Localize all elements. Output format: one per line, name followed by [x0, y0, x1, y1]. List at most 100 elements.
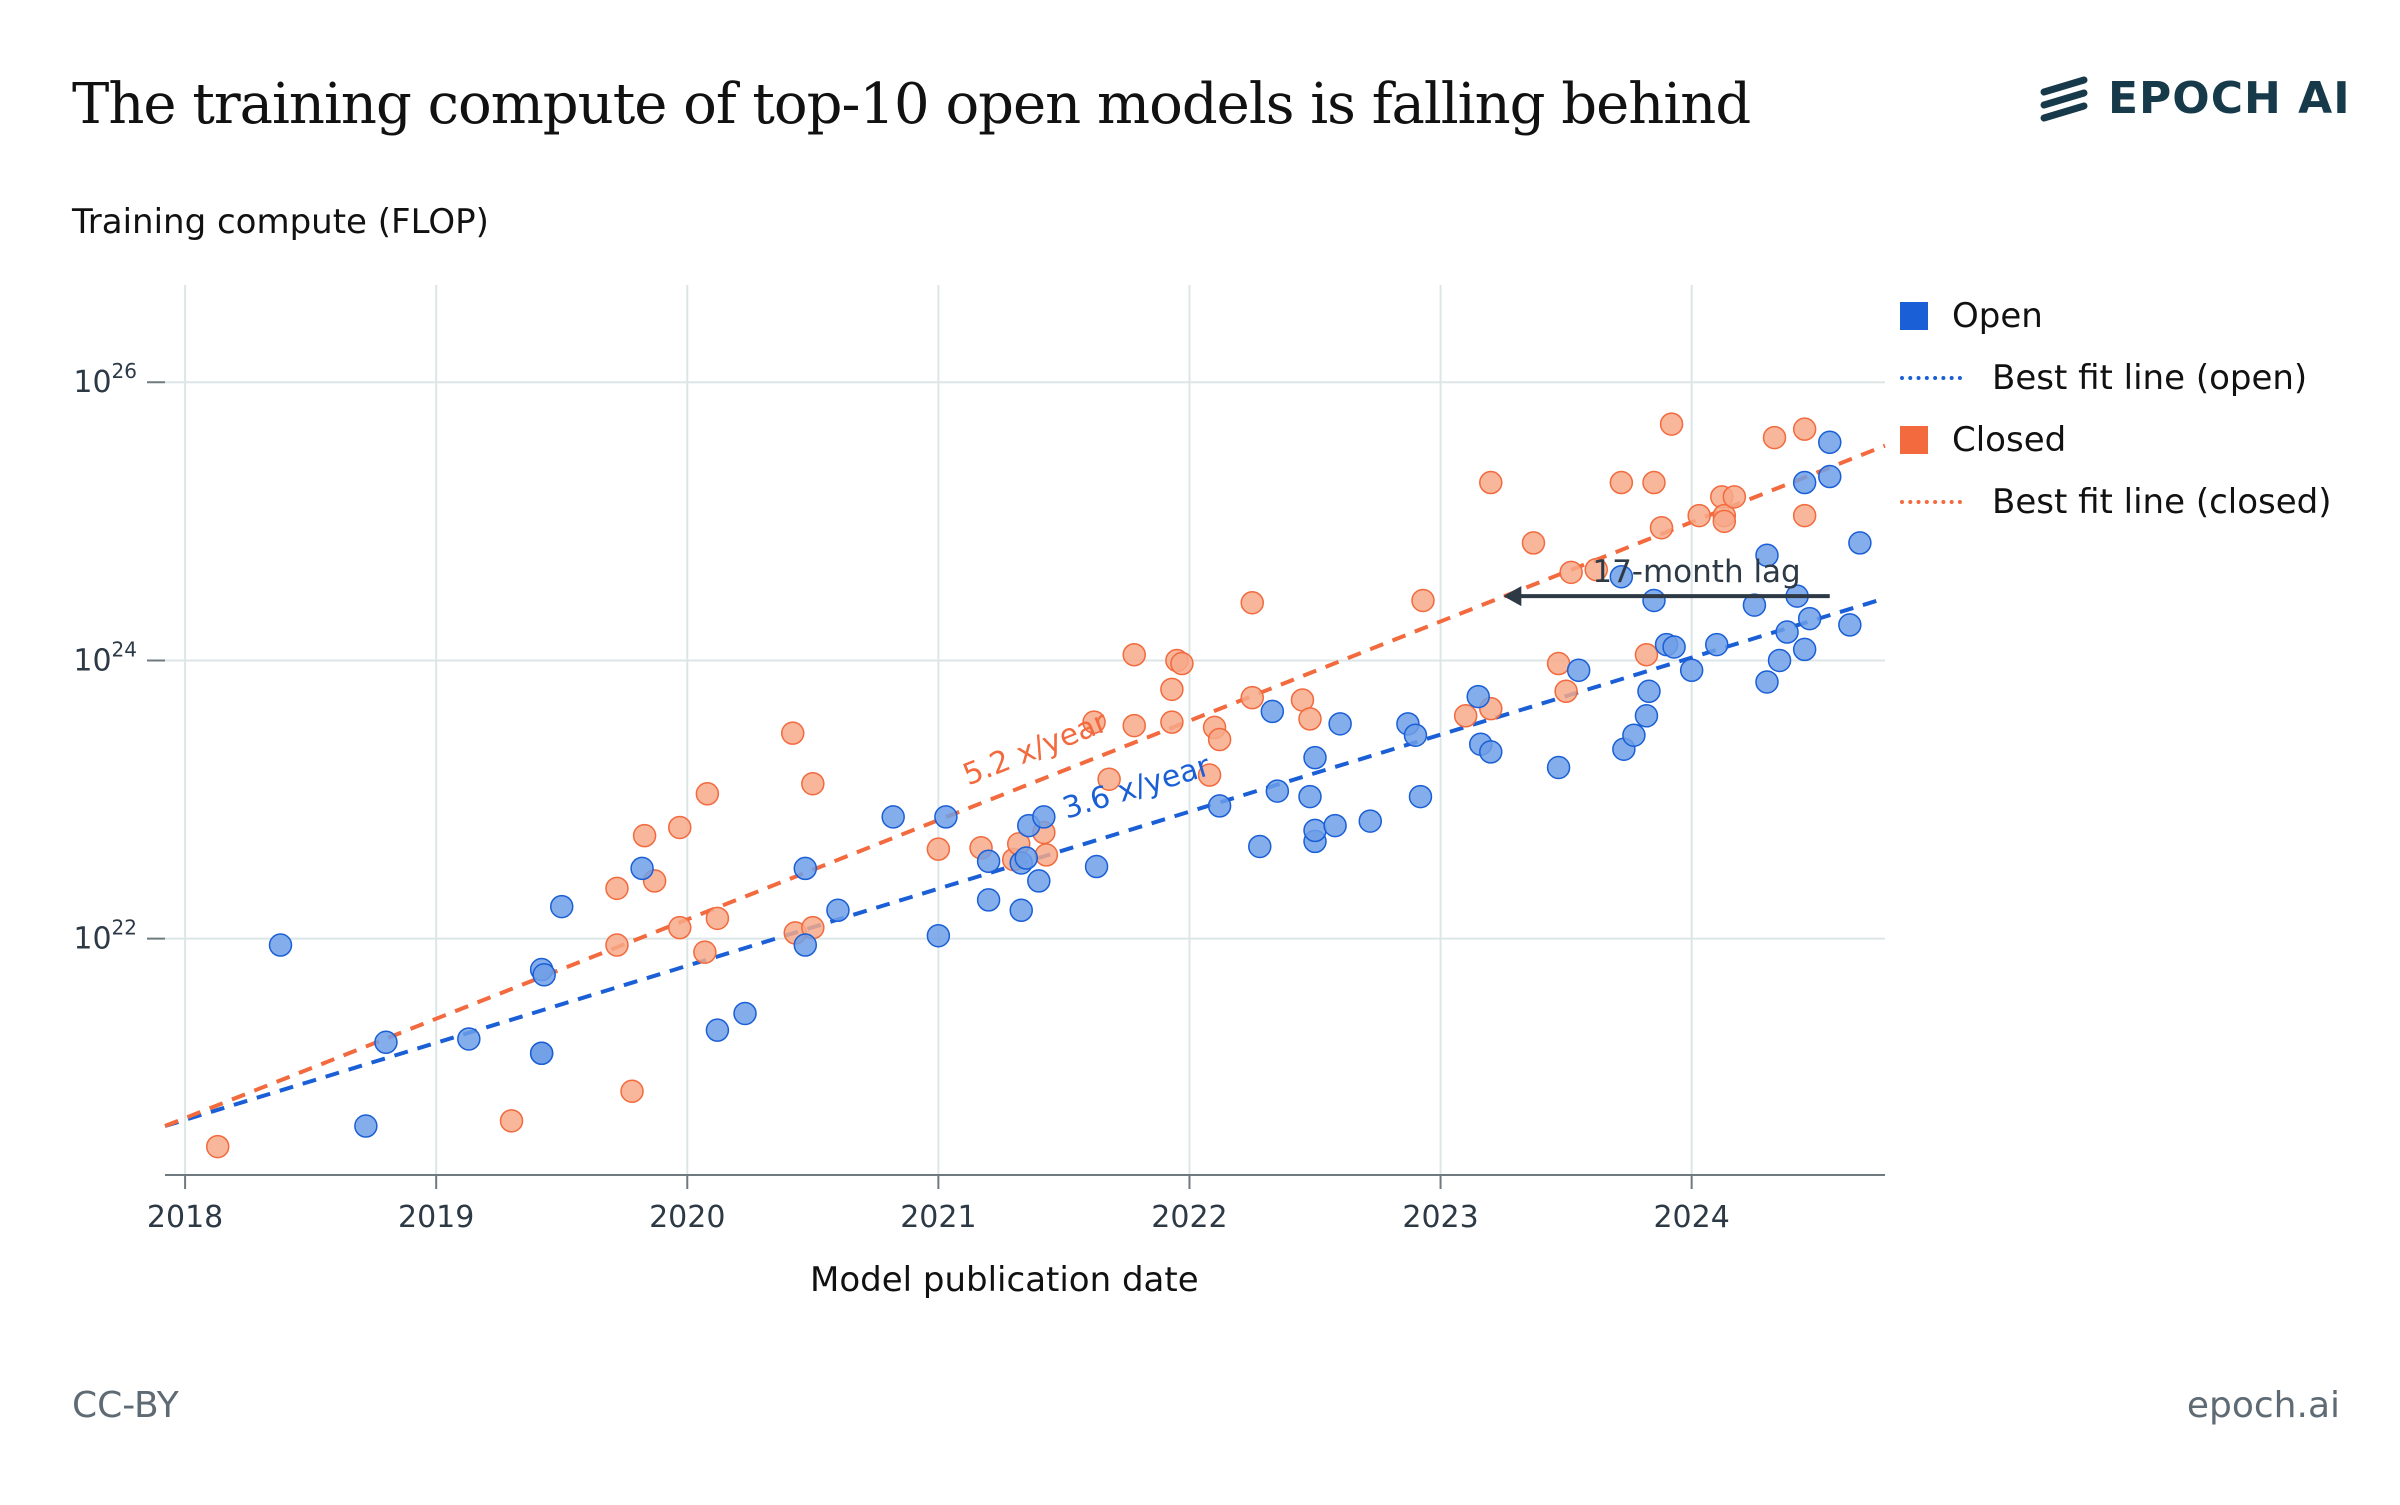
data-point-open [1323, 813, 1347, 838]
data-point-open [1546, 755, 1571, 780]
data-point-closed [1642, 470, 1666, 495]
site-url: epoch.ai [2186, 1385, 2340, 1426]
legend-swatch-closed [1900, 426, 1928, 454]
data-point-open [1403, 723, 1428, 747]
data-point-open [934, 805, 958, 829]
data-point-closed [620, 1079, 644, 1103]
data-point-open [1260, 699, 1285, 724]
data-point-open [374, 1030, 398, 1055]
data-point-open [457, 1027, 481, 1051]
legend-swatch-open [1900, 302, 1928, 330]
data-point-open [1609, 564, 1634, 589]
legend-label-open: Open [1952, 296, 2043, 336]
y-tick-label: 1026 [73, 359, 137, 400]
data-point-open [793, 933, 818, 957]
data-point-open [1818, 430, 1842, 455]
data-point-closed [1160, 710, 1184, 734]
data-point-open [1755, 543, 1779, 568]
data-point-open [1792, 470, 1817, 495]
data-point-open [529, 1041, 554, 1066]
legend: Open Best fit line (open) Closed Best fi… [1900, 285, 2332, 533]
data-point-closed [1792, 417, 1817, 441]
data-point-open [1742, 593, 1767, 617]
data-point-open [705, 1018, 730, 1042]
legend-line-open [1900, 376, 1962, 380]
data-point-open [549, 894, 574, 919]
data-point-closed [605, 876, 629, 901]
data-point-closed [1207, 727, 1232, 752]
data-point-closed [667, 915, 692, 940]
data-point-closed [1240, 590, 1264, 615]
data-point-open [1705, 632, 1729, 657]
data-point-closed [499, 1109, 524, 1133]
legend-label-closed-fit: Best fit line (closed) [1992, 482, 2332, 522]
data-point-open [1642, 588, 1666, 613]
legend-item-open-fit: Best fit line (open) [1900, 347, 2332, 409]
x-tick-label: 2020 [649, 1200, 725, 1235]
x-tick-label: 2021 [900, 1200, 976, 1235]
data-point-open [1634, 704, 1659, 728]
data-point-closed [632, 823, 657, 848]
legend-label-closed: Closed [1952, 420, 2067, 460]
data-point-closed [1034, 843, 1059, 867]
data-point-closed [705, 906, 730, 931]
data-point-open [630, 856, 654, 881]
data-point-open [1797, 606, 1822, 631]
logo-text: EPOCH AI [2108, 72, 2351, 124]
data-point-closed [1792, 503, 1817, 528]
y-tick-exponent: 26 [112, 359, 137, 383]
data-point-closed [1649, 515, 1674, 540]
data-point-open [1207, 794, 1232, 818]
data-point-closed [1554, 679, 1578, 704]
data-point-closed [693, 940, 717, 964]
data-point-open [1637, 679, 1661, 704]
data-point-open [532, 963, 556, 987]
data-point-closed [205, 1134, 230, 1159]
data-point-closed [1122, 642, 1146, 667]
fit-line-closed [164, 443, 1886, 1128]
data-point-open [1838, 613, 1862, 637]
data-point-closed [1634, 642, 1659, 667]
data-point-open [1662, 635, 1686, 659]
data-point-open [1679, 658, 1704, 683]
data-point-open [1767, 648, 1792, 673]
data-point-closed [1298, 707, 1322, 731]
open-growth-label: 3.6 x/year [1059, 748, 1215, 826]
y-tick-label: 1022 [73, 916, 137, 957]
data-point-open [826, 898, 850, 923]
data-point-open [1014, 846, 1039, 870]
x-tick-label: 2023 [1402, 1200, 1478, 1235]
x-tick-label: 2018 [147, 1200, 223, 1235]
data-point-open [268, 933, 293, 957]
data-point-closed [1712, 509, 1737, 534]
license-text: CC-BY [72, 1385, 179, 1426]
data-point-open [1303, 745, 1327, 770]
y-tick-exponent: 22 [112, 916, 137, 940]
legend-item-open: Open [1900, 285, 2332, 347]
data-point-closed [780, 721, 805, 745]
data-point-open [1303, 818, 1327, 843]
data-point-closed [1659, 412, 1684, 436]
data-point-closed [1521, 531, 1546, 555]
y-tick-base: 10 [73, 643, 111, 678]
data-point-closed [1411, 588, 1435, 613]
legend-label-open-fit: Best fit line (open) [1992, 358, 2308, 398]
data-point-closed [695, 782, 720, 806]
data-point-open [1298, 784, 1322, 809]
data-point-open [1027, 869, 1051, 893]
data-point-closed [801, 771, 825, 796]
data-point-closed [667, 815, 692, 840]
data-point-open [793, 856, 818, 881]
chart-title: The training compute of top-10 open mode… [72, 72, 1751, 137]
data-point-open [1622, 723, 1646, 747]
x-tick-label: 2024 [1653, 1200, 1729, 1235]
legend-item-closed: Closed [1900, 409, 2332, 471]
data-point-closed [1453, 704, 1478, 728]
data-point-open [976, 888, 1001, 912]
y-tick-base: 10 [73, 922, 111, 957]
data-point-closed [1082, 710, 1106, 734]
data-point-open [926, 923, 951, 948]
data-point-closed [1097, 767, 1121, 791]
data-point-closed [926, 837, 951, 861]
